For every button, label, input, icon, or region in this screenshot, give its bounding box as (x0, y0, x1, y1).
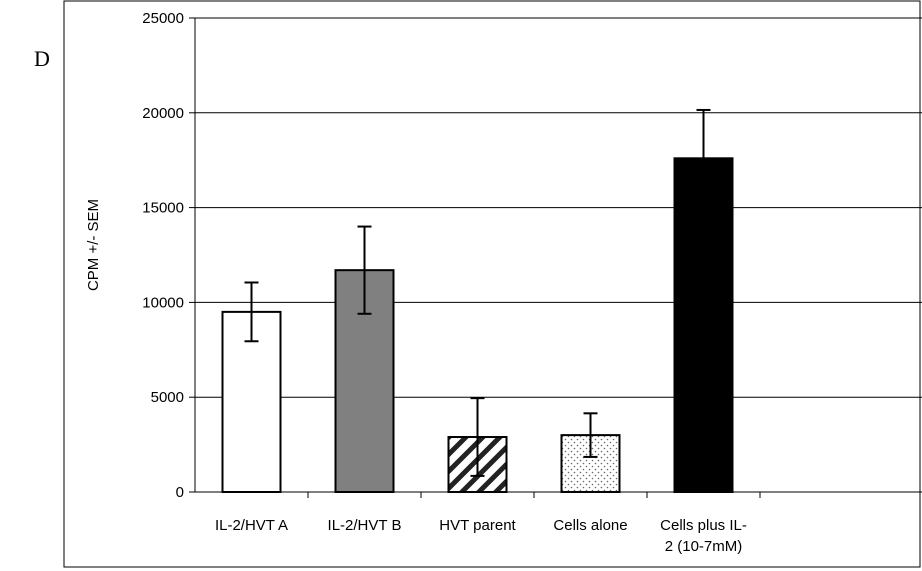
y-tick-label: 15000 (142, 200, 184, 217)
axes (189, 17, 922, 498)
y-tick-label: 10000 (142, 294, 184, 311)
y-tick-labels: 0 5000 10000 15000 20000 25000 (142, 10, 184, 501)
x-category-label: Cells alone (553, 517, 627, 534)
x-category-label: HVT parent (439, 517, 516, 534)
chart-frame (63, 0, 921, 568)
bars (221, 157, 734, 494)
x-category-label: 2 (10-7mM) (665, 538, 743, 555)
x-category-label: IL-2/HVT B (328, 517, 402, 534)
gridlines (195, 17, 922, 398)
x-category-label: Cells plus IL- (660, 517, 747, 534)
y-tick-label: 0 (176, 484, 184, 501)
x-category-label: IL-2/HVT A (215, 517, 288, 534)
y-tick-label: 20000 (142, 105, 184, 122)
y-tick-label: 25000 (142, 10, 184, 27)
y-tick-label: 5000 (151, 389, 184, 406)
panel-label: D (34, 46, 50, 71)
x-category-labels: IL-2/HVT A IL-2/HVT B HVT parent Cells alon… (215, 517, 747, 555)
error-bars (244, 108, 711, 477)
y-axis-label: CPM +/- SEM (85, 199, 102, 291)
bar (673, 157, 734, 494)
